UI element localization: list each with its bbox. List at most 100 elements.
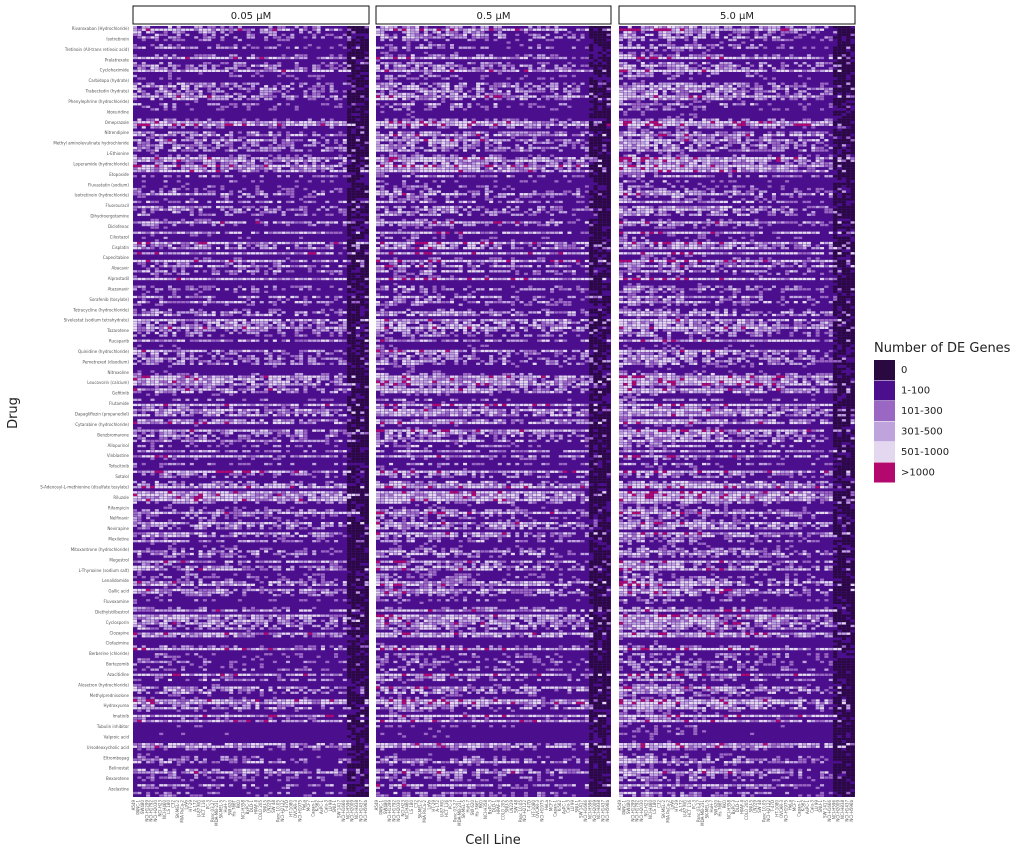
heatmap-cell <box>320 496 325 499</box>
heatmap-cell <box>268 380 273 383</box>
heatmap-cell <box>185 92 190 96</box>
heatmap-cell <box>159 208 164 211</box>
heatmap-cell <box>202 439 207 443</box>
heatmap-cell <box>141 318 146 322</box>
heatmap-cell <box>181 354 186 358</box>
heatmap-cell <box>342 496 347 499</box>
heatmap-cell <box>364 303 369 306</box>
heatmap-cell <box>294 372 299 376</box>
heatmap-cell <box>312 311 317 314</box>
heatmap-cell <box>255 432 260 435</box>
heatmap-cell <box>202 486 207 489</box>
heatmap-cell <box>181 56 186 60</box>
heatmap-cell <box>137 46 142 49</box>
heatmap-cell <box>216 221 221 224</box>
heatmap-cell <box>329 259 334 263</box>
heatmap-cell <box>211 285 216 288</box>
heatmap-cell <box>229 74 234 78</box>
heatmap-cell <box>154 169 159 173</box>
heatmap-cell <box>364 244 369 247</box>
heatmap-cell <box>272 365 277 368</box>
heatmap-cell <box>360 318 365 322</box>
heatmap-cell <box>146 509 151 512</box>
heatmap-cell <box>285 97 290 101</box>
heatmap-cell <box>264 324 269 327</box>
heatmap-cell <box>154 450 159 453</box>
heatmap-cell <box>294 380 299 383</box>
heatmap-cell <box>194 218 199 222</box>
heatmap-cell <box>154 288 159 291</box>
heatmap-cell <box>299 82 304 85</box>
heatmap-cell <box>211 277 216 281</box>
heatmap-cell <box>154 157 159 160</box>
heatmap-cell <box>242 154 247 157</box>
heatmap-cell <box>355 175 360 178</box>
heatmap-cell <box>351 344 356 347</box>
heatmap-cell <box>242 277 247 281</box>
heatmap-cell <box>198 380 203 383</box>
heatmap-cell <box>189 208 194 211</box>
heatmap-cell <box>329 270 334 273</box>
heatmap-cell <box>176 77 181 80</box>
heatmap-cell <box>312 439 317 443</box>
heatmap-cell <box>150 295 155 299</box>
heatmap-cell <box>150 43 155 47</box>
heatmap-cell <box>176 31 181 34</box>
heatmap-cell <box>133 275 138 278</box>
heatmap-cell <box>268 313 273 317</box>
heatmap-cell <box>364 257 369 260</box>
heatmap-cell <box>264 121 269 124</box>
heatmap-cell <box>364 46 369 49</box>
heatmap-cell <box>272 167 277 170</box>
heatmap-cell <box>360 339 365 342</box>
heatmap-cell <box>198 360 203 363</box>
heatmap-cell <box>351 61 356 65</box>
heatmap-cell <box>237 195 242 198</box>
heatmap-cell <box>181 247 186 250</box>
heatmap-cell <box>285 432 290 435</box>
heatmap-cell <box>202 257 207 260</box>
heatmap-cell <box>198 362 203 365</box>
heatmap-cell <box>294 339 299 342</box>
heatmap-cell <box>329 157 334 160</box>
heatmap-cell <box>181 324 186 327</box>
heatmap-cell <box>316 419 321 422</box>
heatmap-cell <box>137 493 142 497</box>
heatmap-cell <box>141 429 146 432</box>
heatmap-cell <box>185 95 190 98</box>
heatmap-cell <box>216 339 221 342</box>
heatmap-cell <box>277 200 282 204</box>
heatmap-cell <box>137 437 142 440</box>
heatmap-cell <box>294 501 299 504</box>
heatmap-cell <box>207 157 212 160</box>
heatmap-cell <box>264 46 269 49</box>
heatmap-cell <box>299 236 304 240</box>
heatmap-cell <box>355 457 360 461</box>
heatmap-cell <box>172 131 177 134</box>
heatmap-cell <box>224 198 229 201</box>
heatmap-cell <box>189 378 194 381</box>
heatmap-cell <box>351 519 356 522</box>
heatmap-cell <box>224 408 229 412</box>
heatmap-cell <box>355 475 360 479</box>
heatmap-cell <box>154 511 159 515</box>
heatmap-cell <box>172 64 177 67</box>
heatmap-cell <box>159 169 164 173</box>
heatmap-cell <box>202 501 207 504</box>
heatmap-cell <box>347 41 352 44</box>
heatmap-cell <box>150 151 155 155</box>
heatmap-cell <box>220 378 225 381</box>
heatmap-cell <box>307 357 312 360</box>
heatmap-cell <box>338 313 343 317</box>
heatmap-cell <box>176 262 181 265</box>
heatmap-cell <box>285 318 290 322</box>
heatmap-cell <box>355 82 360 85</box>
heatmap-cell <box>281 146 286 150</box>
heatmap-cell <box>216 300 221 304</box>
heatmap-cell <box>347 272 352 276</box>
heatmap-cell <box>316 491 321 494</box>
heatmap-cell <box>176 501 181 504</box>
heatmap-cell <box>198 519 203 522</box>
heatmap-cell <box>167 378 172 381</box>
heatmap-cell <box>150 205 155 209</box>
